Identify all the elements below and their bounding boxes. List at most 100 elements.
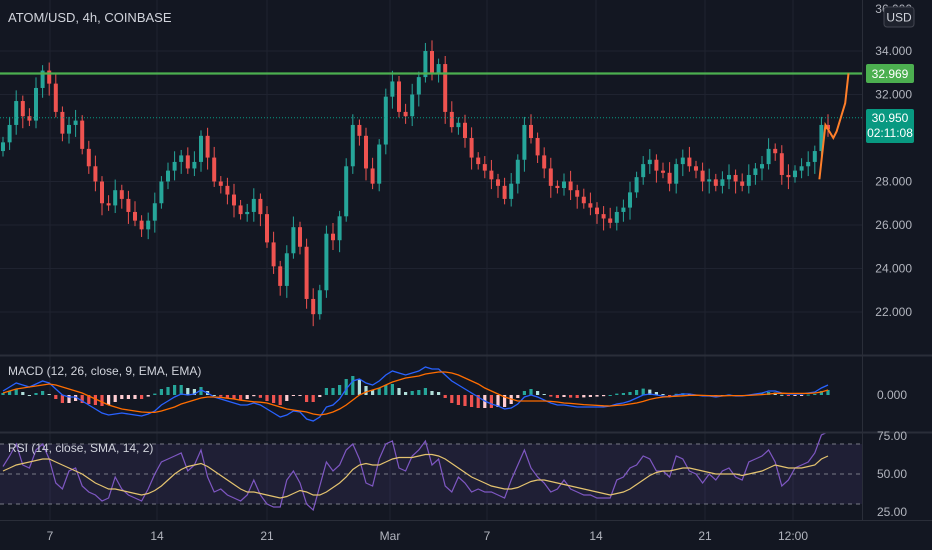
candle bbox=[522, 116, 527, 172]
candle-body bbox=[621, 207, 626, 212]
macd-histogram-bar bbox=[654, 392, 658, 395]
time-axis[interactable]: 7 14 21 Mar 7 14 21 12:00 bbox=[0, 520, 932, 544]
candle bbox=[113, 179, 118, 214]
candle bbox=[634, 171, 639, 198]
macd-histogram-bar bbox=[450, 395, 454, 403]
candle bbox=[595, 202, 599, 224]
candle bbox=[383, 88, 388, 155]
time-tick-label: 7 bbox=[47, 529, 54, 543]
candle bbox=[542, 147, 547, 179]
macd-histogram-bar bbox=[463, 395, 467, 406]
macd-histogram-bar bbox=[522, 391, 526, 395]
candle-body bbox=[47, 70, 52, 84]
macd-histogram-bar bbox=[635, 390, 639, 395]
candle-body bbox=[126, 198, 131, 212]
candle bbox=[661, 162, 665, 179]
candle bbox=[713, 173, 718, 192]
macd-histogram-bar bbox=[456, 395, 460, 405]
macd-histogram-bar bbox=[225, 395, 229, 398]
candle-body bbox=[7, 124, 12, 143]
candle-body bbox=[535, 138, 540, 156]
candle-body bbox=[218, 181, 223, 186]
macd-histogram-bar bbox=[813, 394, 817, 395]
time-tick-label: 7 bbox=[484, 529, 491, 543]
macd-histogram-bar bbox=[800, 395, 804, 396]
candle-body bbox=[133, 211, 137, 221]
candle-body bbox=[337, 216, 342, 241]
level-price-tag: 32.969 bbox=[872, 67, 909, 81]
projection-path[interactable] bbox=[818, 73, 850, 180]
macd-histogram-bar bbox=[265, 395, 269, 401]
pane-separators[interactable] bbox=[0, 0, 932, 520]
macd-histogram-bar bbox=[569, 395, 573, 398]
candle bbox=[1, 136, 5, 157]
candle bbox=[647, 149, 652, 174]
macd-histogram-bar bbox=[173, 385, 177, 395]
candle bbox=[60, 106, 65, 142]
macd-histogram-bar bbox=[423, 388, 427, 395]
symbol-title[interactable]: ATOM/USD, 4h, COINBASE bbox=[8, 10, 172, 25]
candle bbox=[159, 176, 164, 209]
candle-body bbox=[555, 185, 560, 189]
candle-body bbox=[159, 181, 164, 204]
macd-histogram-bar bbox=[430, 391, 434, 395]
candle-body bbox=[522, 124, 527, 160]
candle bbox=[733, 169, 738, 194]
macd-histogram-bar bbox=[159, 389, 163, 395]
candle-body bbox=[456, 122, 461, 128]
candle-body bbox=[680, 157, 685, 165]
price-tick-label: 22.000 bbox=[875, 305, 912, 319]
macd-histogram-bar bbox=[443, 395, 447, 398]
candle bbox=[133, 201, 137, 227]
candle-body bbox=[674, 164, 679, 184]
candle-body bbox=[707, 179, 712, 182]
rsi-ma-line bbox=[2, 453, 829, 499]
macd-histogram-bar bbox=[219, 395, 223, 397]
candle-body bbox=[390, 81, 395, 97]
candle-body bbox=[113, 190, 118, 206]
candle-body bbox=[766, 148, 771, 165]
macd-histogram-bar bbox=[140, 395, 144, 399]
candle-body bbox=[225, 185, 230, 195]
candle-body bbox=[344, 166, 349, 217]
macd-histogram-bar bbox=[621, 393, 625, 395]
macd-histogram-bar bbox=[410, 391, 414, 395]
candle-body bbox=[443, 64, 448, 112]
candle bbox=[694, 160, 698, 179]
price-axis[interactable]: 36.00034.00032.00028.00026.00024.00022.0… bbox=[875, 2, 912, 519]
candle-body bbox=[661, 170, 665, 173]
macd-histogram-bar bbox=[107, 395, 111, 405]
candle-body bbox=[53, 83, 58, 112]
candle bbox=[575, 184, 580, 209]
candle-body bbox=[34, 87, 38, 121]
candle bbox=[608, 207, 613, 229]
macd-histogram-bar bbox=[100, 395, 104, 406]
candle bbox=[152, 192, 157, 233]
candle bbox=[86, 140, 91, 174]
candle bbox=[271, 231, 276, 274]
macd-histogram-bar bbox=[146, 395, 150, 397]
candle-body bbox=[317, 290, 322, 315]
candle-body bbox=[298, 227, 302, 247]
candle bbox=[331, 223, 335, 251]
candle bbox=[799, 158, 804, 179]
candle bbox=[456, 117, 461, 135]
macd-histogram-bar bbox=[258, 395, 262, 398]
rsi-tick-label: 50.00 bbox=[877, 467, 907, 481]
candle bbox=[73, 109, 78, 137]
candle bbox=[14, 90, 19, 135]
candle-body bbox=[812, 151, 817, 162]
macd-histogram-bar bbox=[529, 389, 533, 395]
currency-badge-bg[interactable] bbox=[883, 6, 915, 28]
rsi-label[interactable]: RSI (14, close, SMA, 14, 2) bbox=[8, 441, 154, 455]
candle bbox=[628, 181, 632, 220]
macd-histogram-bar bbox=[60, 395, 64, 403]
macd-histogram-bar bbox=[93, 395, 97, 405]
last-price-tag-bg bbox=[866, 109, 914, 143]
macd-histogram-bar bbox=[179, 385, 183, 395]
macd-histogram-bar bbox=[806, 394, 810, 396]
candle-body bbox=[773, 148, 778, 154]
macd-label[interactable]: MACD (12, 26, close, 9, EMA, EMA) bbox=[8, 364, 202, 378]
candle bbox=[284, 245, 289, 298]
